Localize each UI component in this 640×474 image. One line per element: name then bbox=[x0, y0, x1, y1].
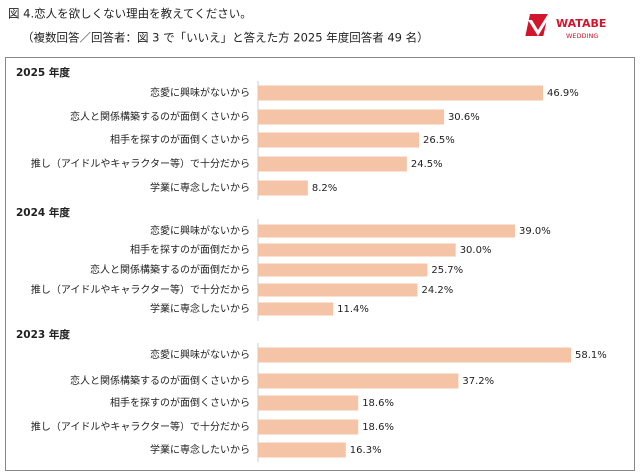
bar bbox=[258, 180, 308, 196]
panel-title: 2023 年度 bbox=[16, 328, 70, 341]
bar bbox=[258, 347, 571, 363]
category-label: 推し（アイドルやキャラクター等）で十分だから bbox=[31, 157, 250, 170]
chart-title: 図 4.恋人を欲しくない理由を教えてください。 bbox=[8, 7, 252, 21]
value-label: 30.0% bbox=[460, 245, 492, 256]
category-label: 推し（アイドルやキャラクター等）で十分だから bbox=[31, 420, 250, 433]
frame bbox=[5, 57, 635, 471]
value-label: 18.6% bbox=[362, 398, 394, 409]
bar bbox=[258, 243, 456, 257]
category-label: 相手を探すのが面倒くさいから bbox=[110, 396, 250, 409]
logo: WATABE WEDDING bbox=[525, 6, 606, 40]
bar bbox=[258, 132, 420, 148]
value-label: 24.5% bbox=[411, 159, 443, 170]
category-label: 恋人と関係構築するのが面倒だから bbox=[90, 263, 250, 276]
category-label: 恋人と関係構築するのが面倒くさいから bbox=[70, 110, 250, 123]
value-label: 26.5% bbox=[423, 135, 455, 146]
value-label: 16.3% bbox=[350, 445, 382, 456]
bar bbox=[258, 373, 459, 389]
value-label: 18.6% bbox=[362, 422, 394, 433]
value-label: 25.7% bbox=[431, 265, 463, 276]
bar bbox=[258, 224, 515, 238]
bar bbox=[258, 395, 359, 411]
category-label: 相手を探すのが面倒だから bbox=[130, 243, 250, 256]
panel-title: 2024 年度 bbox=[16, 206, 70, 219]
category-label: 学業に専念したいから bbox=[150, 181, 250, 194]
value-label: 24.2% bbox=[421, 285, 453, 296]
category-label: 恋愛に興味がないから bbox=[150, 224, 250, 237]
bar bbox=[258, 283, 418, 297]
bar bbox=[258, 109, 444, 125]
category-label: 恋愛に興味がないから bbox=[150, 86, 250, 99]
value-label: 58.1% bbox=[575, 350, 607, 361]
category-label: 恋愛に興味がないから bbox=[150, 348, 250, 361]
value-label: 30.6% bbox=[448, 112, 480, 123]
bar bbox=[258, 156, 407, 172]
logo-text: WEDDING bbox=[566, 32, 598, 40]
chart-subtitle: （複数回答／回答者：図 3 で「いいえ」と答えた方 2025 年度回答者 49 … bbox=[22, 31, 429, 45]
bar bbox=[258, 85, 543, 101]
bar bbox=[258, 263, 428, 277]
category-label: 恋人と関係構築するのが面倒くさいから bbox=[70, 374, 250, 387]
value-label: 37.2% bbox=[462, 376, 494, 387]
value-label: 11.4% bbox=[337, 304, 369, 315]
value-label: 46.9% bbox=[547, 88, 579, 99]
category-label: 学業に専念したいから bbox=[150, 302, 250, 315]
bar bbox=[258, 442, 346, 458]
bar bbox=[258, 419, 359, 435]
value-label: 8.2% bbox=[312, 183, 337, 194]
category-label: 相手を探すのが面倒くさいから bbox=[110, 133, 250, 146]
category-label: 推し（アイドルやキャラクター等）で十分だから bbox=[31, 283, 250, 296]
value-label: 39.0% bbox=[519, 226, 551, 237]
panel-title: 2025 年度 bbox=[16, 66, 70, 79]
category-label: 学業に専念したいから bbox=[150, 443, 250, 456]
bar bbox=[258, 302, 334, 316]
logo-text: WATABE bbox=[556, 17, 606, 30]
